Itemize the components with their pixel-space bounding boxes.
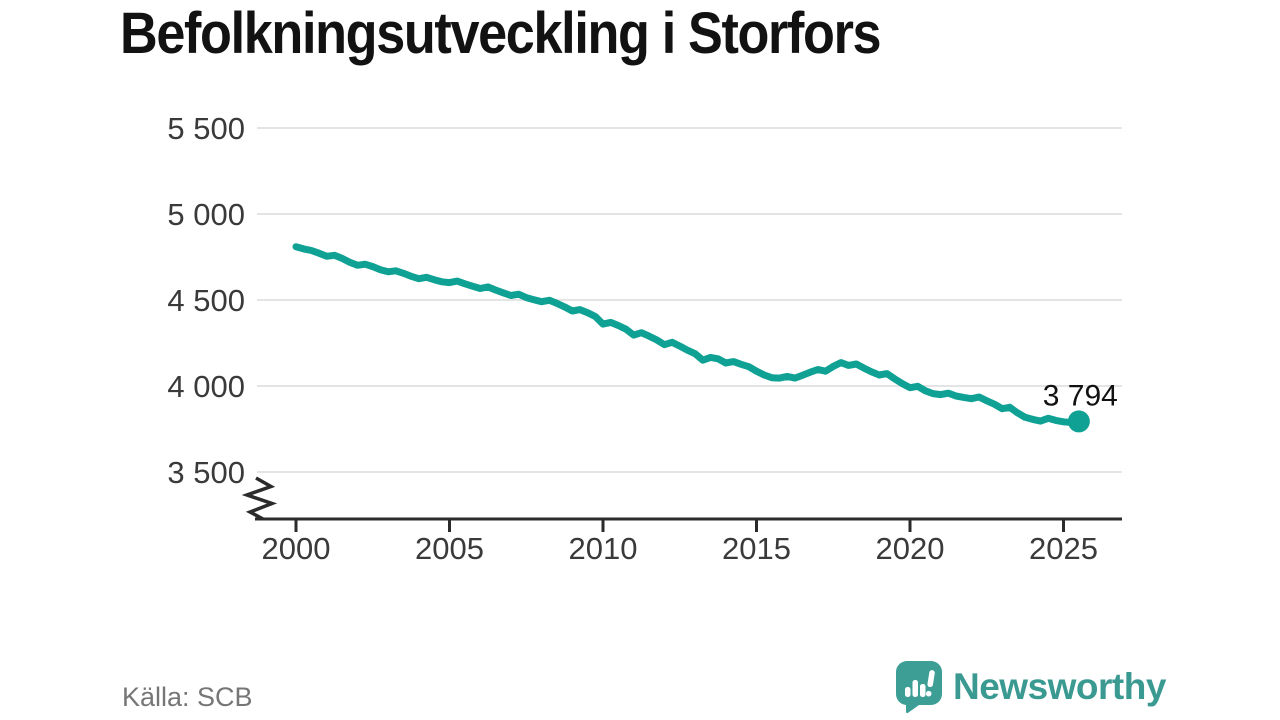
population-line (292, 243, 1083, 426)
x-tick-label: 2000 (262, 531, 331, 566)
y-axis-tick-labels: 3 500 4 000 4 500 5 000 5 500 (167, 111, 245, 490)
x-tick-label: 2010 (569, 531, 638, 566)
x-tick-label: 2005 (415, 531, 484, 566)
source-label: Källa: SCB (122, 682, 253, 712)
latest-value-label: 3 794 (1043, 379, 1118, 412)
bar-chart-bar-tall (912, 680, 918, 697)
bar-chart-bar-medium (920, 684, 926, 697)
newsworthy-logo: Newsworthy (896, 661, 1166, 713)
y-tick-label: 5 000 (167, 197, 245, 232)
y-tick-label: 3 500 (167, 455, 245, 490)
y-tick-label: 4 500 (167, 283, 245, 318)
x-axis: 2000 2005 2010 2015 2020 2025 (255, 517, 1122, 566)
x-tick-label: 2025 (1029, 531, 1098, 566)
y-tick-label: 5 500 (167, 111, 245, 146)
y-axis-break-squiggle (241, 476, 278, 521)
latest-point-marker (1067, 410, 1090, 433)
y-tick-label: 4 000 (167, 369, 245, 404)
logo-wordmark: Newsworthy (953, 666, 1166, 707)
x-tick-label: 2015 (722, 531, 791, 566)
x-tick-label: 2020 (876, 531, 945, 566)
chart-title: Befolkningsutveckling i Storfors (120, 1, 882, 66)
speech-bubble-shape (896, 661, 942, 713)
gridlines (257, 127, 1122, 473)
exclamation-mark (925, 670, 935, 697)
bar-chart-bar-short (905, 687, 911, 697)
newsworthy-speech-bubble-bar-chart-icon (896, 661, 942, 713)
